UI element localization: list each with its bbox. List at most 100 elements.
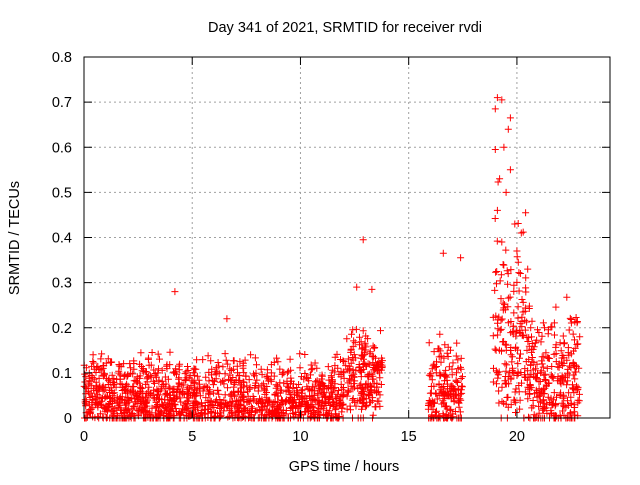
data-point	[100, 362, 108, 369]
data-point	[243, 382, 251, 390]
data-point	[564, 377, 572, 385]
data-point	[205, 389, 212, 397]
data-point	[146, 372, 154, 380]
data-point	[551, 331, 558, 339]
data-point	[504, 303, 512, 311]
data-point	[565, 371, 573, 379]
data-point	[263, 373, 271, 381]
data-point	[528, 317, 536, 325]
data-point	[432, 390, 440, 398]
data-point	[116, 395, 124, 402]
data-point	[284, 367, 292, 375]
data-point	[89, 404, 97, 412]
data-point	[552, 401, 560, 408]
data-point	[563, 293, 571, 301]
data-point	[457, 375, 465, 382]
data-point	[351, 354, 359, 362]
data-point	[156, 355, 163, 363]
data-point	[154, 350, 162, 358]
data-point	[498, 398, 506, 406]
data-point	[350, 351, 358, 359]
data-point	[430, 360, 438, 368]
data-point	[295, 408, 303, 416]
data-point	[216, 405, 224, 412]
data-point	[129, 383, 137, 391]
data-point	[559, 407, 566, 415]
data-point	[359, 236, 367, 244]
data-point	[219, 377, 227, 385]
data-point	[513, 247, 521, 255]
data-point	[332, 406, 340, 414]
data-point	[107, 408, 115, 416]
data-point	[289, 384, 297, 392]
data-point	[504, 393, 512, 401]
data-point	[499, 338, 507, 346]
data-point	[566, 314, 574, 322]
data-point	[205, 368, 213, 376]
data-point	[543, 364, 551, 372]
data-point	[333, 390, 341, 398]
data-point	[496, 277, 504, 285]
data-point	[329, 388, 337, 396]
data-point	[530, 372, 538, 380]
data-point	[234, 369, 241, 377]
data-point	[436, 347, 444, 355]
data-point	[435, 353, 443, 361]
data-point	[339, 391, 347, 399]
data-point	[561, 373, 569, 381]
data-point	[187, 382, 195, 390]
data-point	[247, 351, 255, 359]
data-point	[152, 402, 160, 410]
data-point	[184, 397, 192, 405]
data-point	[565, 389, 573, 397]
data-point	[183, 374, 191, 382]
data-point	[320, 383, 328, 390]
data-point	[538, 332, 546, 340]
data-point	[267, 369, 275, 377]
data-point	[142, 380, 150, 388]
data-point	[499, 299, 507, 307]
data-point	[510, 309, 518, 317]
data-point	[194, 404, 201, 412]
data-point	[157, 408, 165, 416]
data-point	[523, 333, 531, 341]
data-point	[522, 284, 530, 292]
data-point	[541, 404, 549, 412]
data-point	[454, 385, 462, 393]
data-point	[201, 406, 209, 414]
data-point	[308, 365, 316, 373]
data-point	[447, 346, 454, 354]
data-point	[514, 258, 522, 266]
data-point	[571, 368, 579, 376]
data-point	[106, 400, 114, 408]
data-point	[453, 369, 460, 377]
data-point	[287, 374, 295, 382]
data-points	[80, 94, 584, 422]
data-point	[187, 391, 194, 399]
data-point	[202, 394, 210, 402]
data-point	[276, 413, 284, 421]
data-point	[246, 398, 254, 406]
data-point	[506, 293, 514, 301]
data-point	[102, 393, 110, 401]
data-point	[346, 365, 354, 373]
data-point	[358, 405, 365, 413]
data-point	[175, 374, 183, 382]
data-point	[273, 382, 281, 390]
data-point	[507, 374, 515, 382]
data-point	[81, 378, 89, 386]
data-point	[214, 387, 222, 395]
data-point	[540, 353, 548, 361]
data-point	[193, 356, 201, 364]
data-point	[494, 178, 502, 186]
data-point	[359, 384, 366, 392]
data-point	[365, 392, 373, 400]
data-point	[325, 376, 333, 384]
data-point	[179, 381, 187, 389]
data-point	[258, 381, 266, 389]
y-tick-label: 0.3	[52, 276, 72, 292]
data-point	[168, 399, 176, 407]
data-point	[514, 370, 522, 378]
data-point	[209, 401, 217, 409]
data-point	[188, 411, 196, 419]
